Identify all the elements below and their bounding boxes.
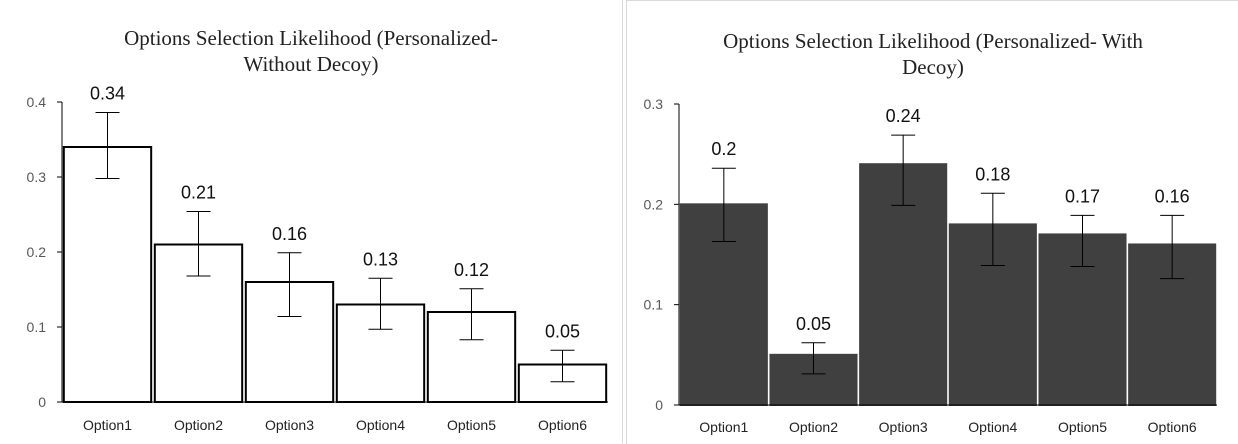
data-label: 0.17 <box>1065 186 1100 206</box>
x-category-label: Option3 <box>879 419 928 435</box>
data-label: 0.05 <box>545 321 580 341</box>
chart-title-line-2: Without Decoy) <box>243 52 379 76</box>
x-category-label: Option2 <box>174 417 223 433</box>
data-label: 0.12 <box>454 260 489 280</box>
data-label: 0.13 <box>363 249 398 269</box>
x-category-label: Option4 <box>968 419 1017 435</box>
x-category-label: Option6 <box>1148 419 1197 435</box>
y-tick-label: 0 <box>38 394 46 410</box>
x-category-label: Option2 <box>789 419 838 435</box>
y-tick-label: 0 <box>655 397 663 413</box>
chart-title: Options Selection Likelihood (Personaliz… <box>0 25 622 77</box>
y-tick-label: 0.1 <box>644 297 664 313</box>
data-label: 0.16 <box>1155 186 1190 206</box>
data-label: 0.2 <box>711 139 736 159</box>
data-label: 0.05 <box>796 314 831 334</box>
x-category-label: Option4 <box>356 417 405 433</box>
x-category-label: Option3 <box>265 417 314 433</box>
data-label: 0.16 <box>272 224 307 244</box>
data-label: 0.18 <box>975 164 1010 184</box>
x-category-label: Option5 <box>1058 419 1107 435</box>
bar-chart-with-decoy: 0 0.1 0.2 0.3 0.2 Option1 0.05 Option2 0.24 Optio… <box>644 96 1217 435</box>
chart-title: Options Selection Likelihood (Personaliz… <box>627 28 1238 80</box>
y-tick-label: 0.4 <box>27 94 47 110</box>
data-label: 0.34 <box>90 84 125 104</box>
y-tick-label: 0.2 <box>644 196 664 212</box>
chart-title-line-1: Options Selection Likelihood (Personaliz… <box>124 26 498 50</box>
bar-chart-without-decoy: 0 0.1 0.2 0.3 0.4 0.34 Option1 0.21 Option2 0.16 O… <box>27 84 608 433</box>
x-category-label: Option1 <box>699 419 748 435</box>
data-label: 0.21 <box>181 183 216 203</box>
chart-panel-without-decoy: Options Selection Likelihood (Personaliz… <box>0 0 623 443</box>
x-category-label: Option6 <box>538 417 587 433</box>
x-category-label: Option5 <box>447 417 496 433</box>
y-tick-label: 0.3 <box>644 96 664 112</box>
bar-option1 <box>62 146 153 403</box>
chart-title-line-1: Options Selection Likelihood (Personaliz… <box>723 29 1143 53</box>
data-label: 0.24 <box>886 106 921 126</box>
y-tick-label: 0.3 <box>27 169 47 185</box>
chart-panel-with-decoy: Options Selection Likelihood (Personaliz… <box>626 0 1238 444</box>
y-tick-label: 0.2 <box>27 244 47 260</box>
chart-title-line-2: Decoy) <box>902 55 964 79</box>
y-tick-label: 0.1 <box>27 319 47 335</box>
x-category-label: Option1 <box>83 417 132 433</box>
